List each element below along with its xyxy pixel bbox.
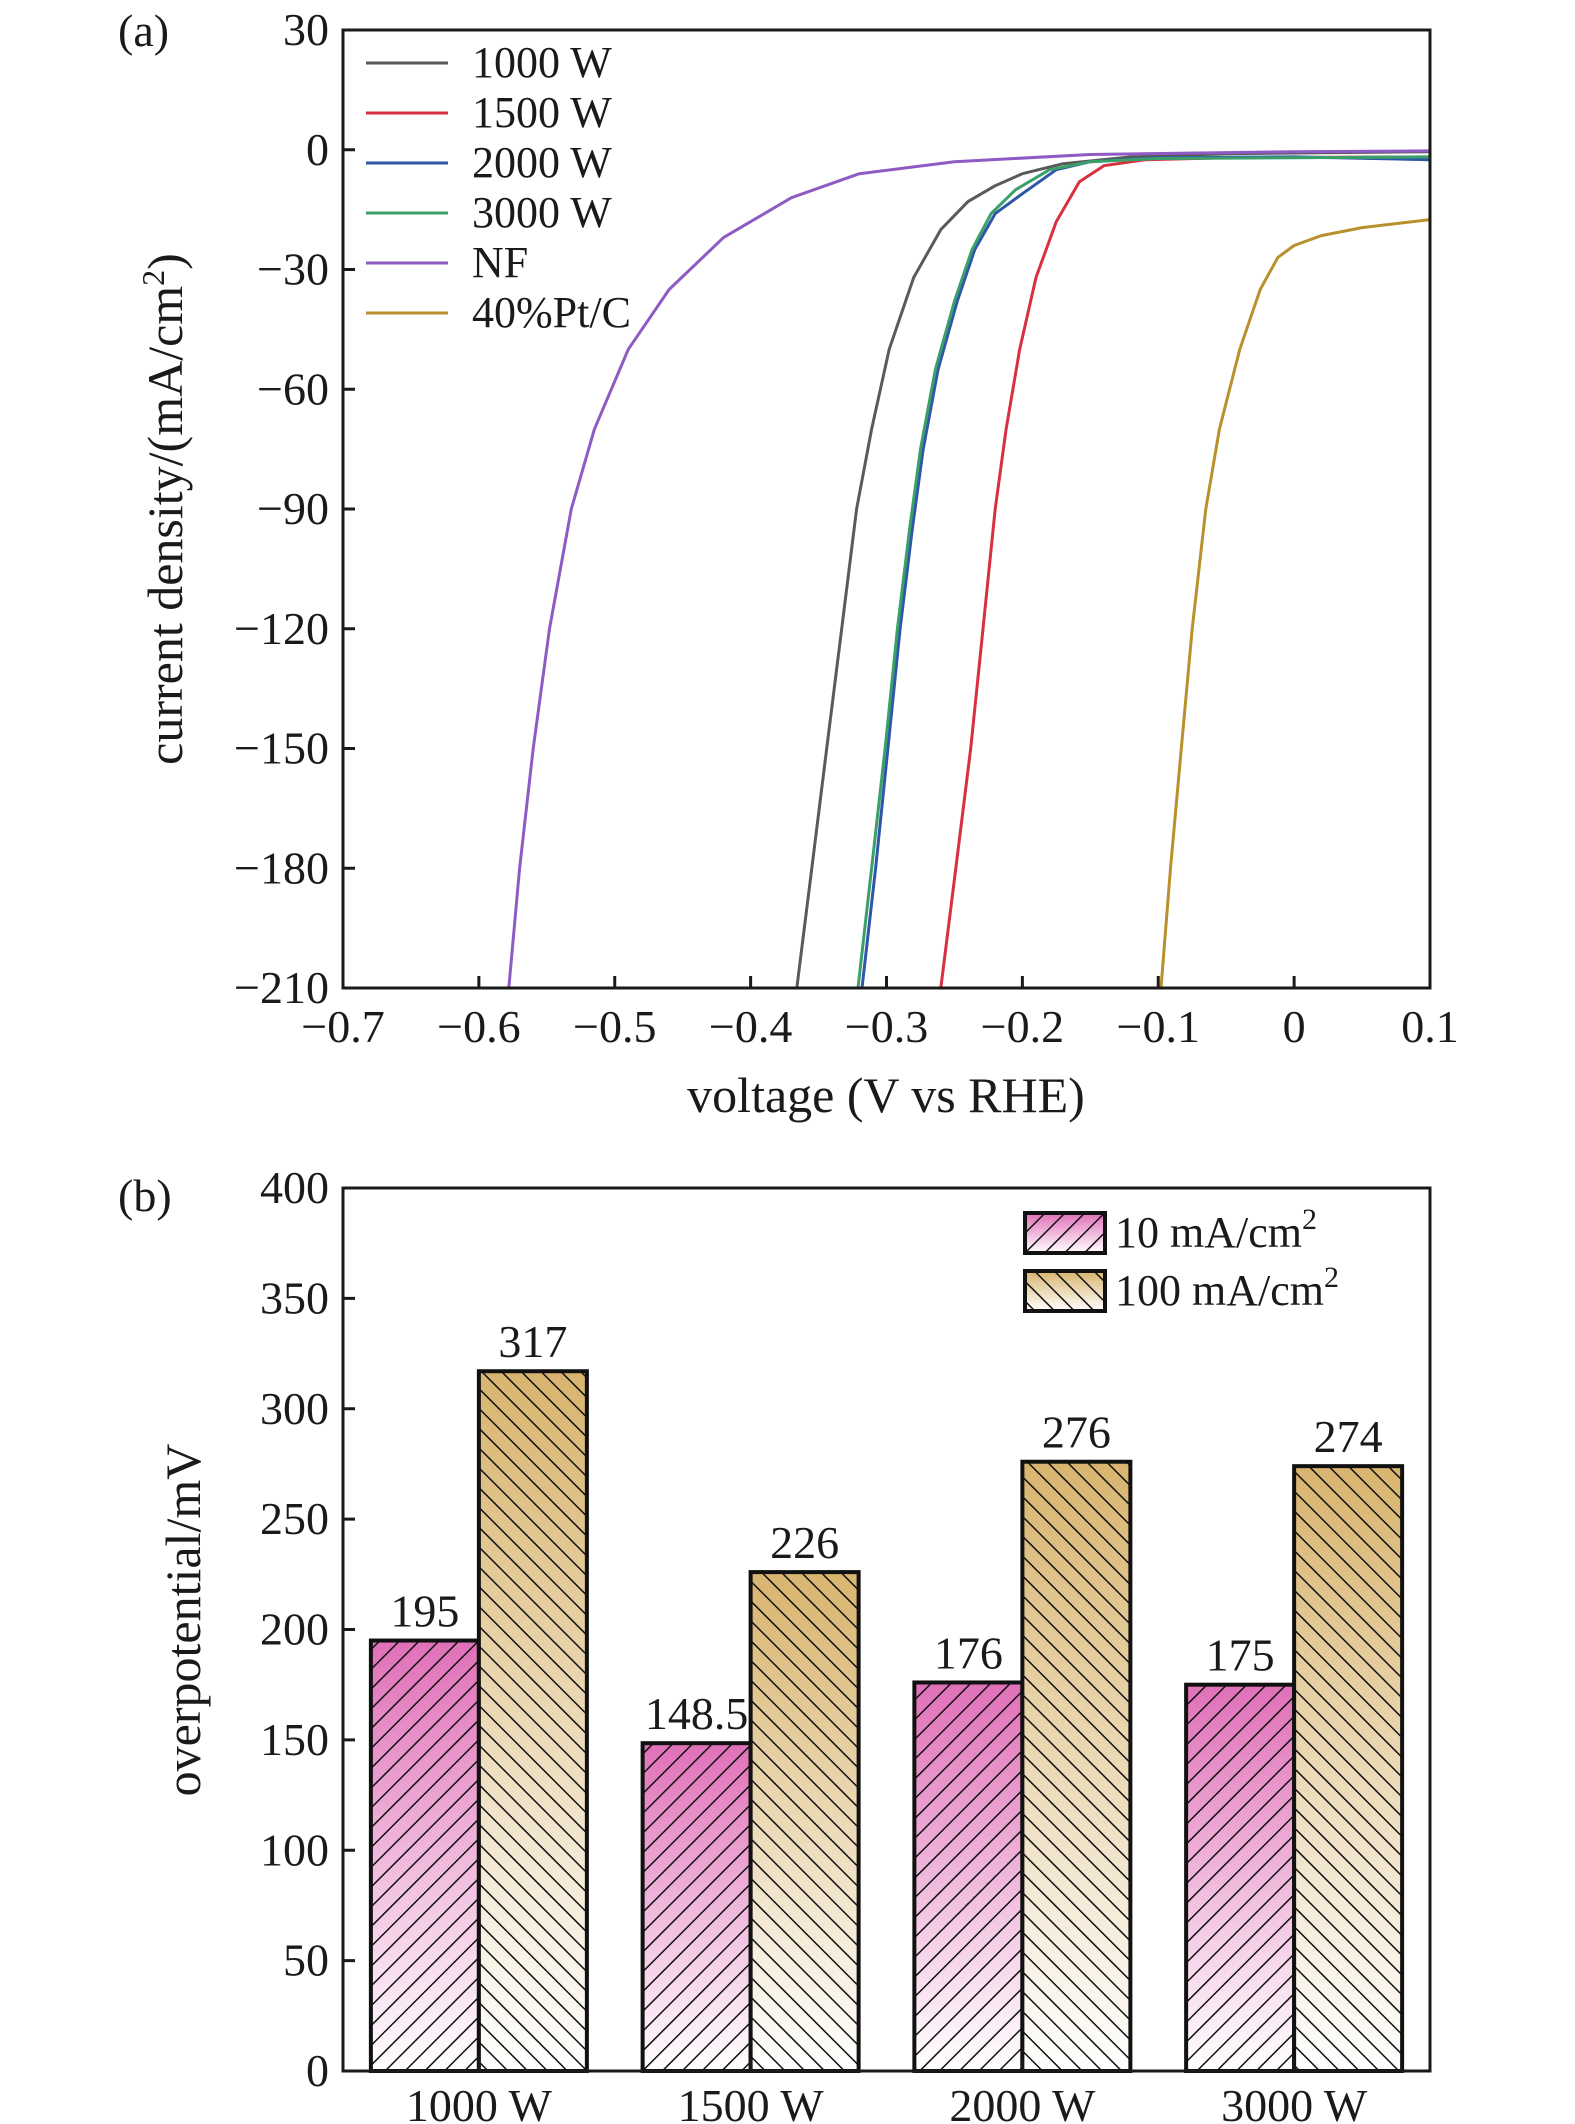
- y-tick-label: 400: [260, 1162, 329, 1213]
- y-tick-label: −120: [234, 603, 329, 654]
- legend-label: 40%Pt/C: [472, 288, 631, 337]
- y-tick-label: 150: [260, 1714, 329, 1765]
- series-line-40-pt-c: [1159, 218, 1430, 988]
- bar: [1292, 1464, 1405, 2073]
- y-tick-label: −150: [234, 723, 329, 774]
- series-line-1000-w: [795, 150, 1430, 988]
- bar: [912, 1680, 1025, 2073]
- bar-hatch: [1292, 1464, 1405, 2073]
- legend-swatch: [1023, 1211, 1107, 1255]
- y-tick-label: 0: [306, 2045, 329, 2096]
- bar-value-label: 195: [390, 1586, 459, 1637]
- panel-a-y-axis-title: current density/(mA/cm2): [135, 253, 193, 765]
- legend-label-main: 100 mA/cm: [1115, 1266, 1324, 1315]
- legend-label: NF: [472, 238, 528, 287]
- bar-value-label: 148.5: [645, 1688, 749, 1739]
- x-tick-label: −0.3: [845, 1001, 928, 1052]
- y-tick-label: −30: [257, 244, 329, 295]
- bar-value-label: 274: [1314, 1411, 1383, 1462]
- y-tick-label: 350: [260, 1272, 329, 1323]
- bar: [640, 1741, 753, 2074]
- y-tick-label: 200: [260, 1604, 329, 1655]
- series-line-nf: [507, 149, 1430, 988]
- legend-label: 1500 W: [472, 88, 612, 137]
- y-tick-label: 100: [260, 1824, 329, 1875]
- bar-value-label: 276: [1042, 1407, 1111, 1458]
- x-tick-label: 1000 W: [406, 2080, 553, 2124]
- y-tick-label: 300: [260, 1383, 329, 1434]
- panel-a-y-axis-title-sup: 2: [135, 270, 171, 286]
- panel-a-ticks: −0.7 −0.6 −0.5 −0.4 −0.3 −0.2 −0.1 0 0.1 30 0 −30 −6…: [234, 4, 1459, 1052]
- y-tick-label: 30: [283, 4, 329, 55]
- bar-hatch: [748, 1570, 861, 2073]
- bar: [1184, 1682, 1297, 2073]
- panel-b-bars: 195 317 148.5 226 176 276 175 274: [368, 1316, 1405, 2074]
- legend-label: 2000 W: [472, 138, 612, 187]
- y-tick-label: −60: [257, 363, 329, 414]
- y-tick-label: 250: [260, 1493, 329, 1544]
- y-tick-label: −90: [257, 483, 329, 534]
- legend-label-sup: 2: [1324, 1261, 1339, 1294]
- legend-swatch: [1023, 1269, 1107, 1313]
- y-tick-label: 0: [306, 124, 329, 175]
- series-line-3000-w: [856, 155, 1430, 988]
- legend-label: 1000 W: [472, 38, 612, 87]
- panel-b-bar-chart: (b) 195 317 148.5 226 176 276 175 274 0 50 100 150…: [118, 1162, 1432, 2124]
- panel-a-y-axis-title-end: ): [137, 253, 193, 270]
- x-tick-label: 0.1: [1401, 1001, 1459, 1052]
- bar: [748, 1570, 861, 2073]
- legend-label-main: 10 mA/cm: [1115, 1208, 1302, 1257]
- panel-a-series: [507, 149, 1430, 988]
- x-tick-label: −0.2: [981, 1001, 1064, 1052]
- bar-hatch: [1184, 1682, 1297, 2073]
- bar: [1020, 1459, 1133, 2073]
- legend-label: 100 mA/cm2: [1115, 1261, 1339, 1315]
- bar-hatch: [1020, 1459, 1133, 2073]
- x-tick-label: 2000 W: [949, 2080, 1096, 2124]
- bar-value-label: 317: [498, 1316, 567, 1367]
- panel-a-x-axis-title: voltage (V vs RHE): [687, 1067, 1085, 1123]
- x-tick-label: 1500 W: [678, 2080, 825, 2124]
- legend-label-sup: 2: [1302, 1203, 1317, 1236]
- series-line-2000-w: [860, 155, 1430, 988]
- panel-a-plot-frame: [341, 28, 1432, 990]
- y-tick-label: 50: [283, 1935, 329, 1986]
- x-tick-label: −0.4: [709, 1001, 792, 1052]
- bar-hatch: [368, 1638, 481, 2073]
- x-tick-label: −0.1: [1117, 1001, 1200, 1052]
- bar: [368, 1638, 481, 2073]
- bar: [476, 1369, 589, 2074]
- panel-a-y-axis-title-main: current density/(mA/cm: [137, 286, 193, 765]
- x-tick-label: 3000 W: [1221, 2080, 1368, 2124]
- y-tick-label: −180: [234, 842, 329, 893]
- bar-value-label: 175: [1206, 1630, 1275, 1681]
- bar-hatch: [912, 1680, 1025, 2073]
- panel-a-line-chart: (a) −0.7 −0.6 −0.5 −0.4 −0.3 −0.2 −0.1 0 0.1300−…: [118, 4, 1459, 1123]
- x-tick-label: −0.7: [301, 1001, 384, 1052]
- panel-b-ticks: 0 50 100 150 200 250 300 350 400 1000 W 1500 W 2000…: [260, 1162, 1368, 2124]
- legend-label: 10 mA/cm2: [1115, 1203, 1317, 1257]
- bar-value-label: 176: [934, 1627, 1003, 1678]
- x-tick-label: 0: [1283, 1001, 1306, 1052]
- panel-b-y-axis-title: overpotential/mV: [155, 1444, 211, 1797]
- legend-label: 3000 W: [472, 188, 612, 237]
- bar-hatch: [476, 1369, 589, 2074]
- panel-a-label: (a): [118, 5, 169, 56]
- x-tick-label: −0.6: [437, 1001, 520, 1052]
- bar-hatch: [640, 1741, 753, 2074]
- x-tick-label: −0.5: [573, 1001, 656, 1052]
- panel-b-label: (b): [118, 1170, 172, 1221]
- series-line-1500-w: [939, 155, 1430, 988]
- bar-value-label: 226: [770, 1517, 839, 1568]
- y-tick-label: −210: [234, 962, 329, 1013]
